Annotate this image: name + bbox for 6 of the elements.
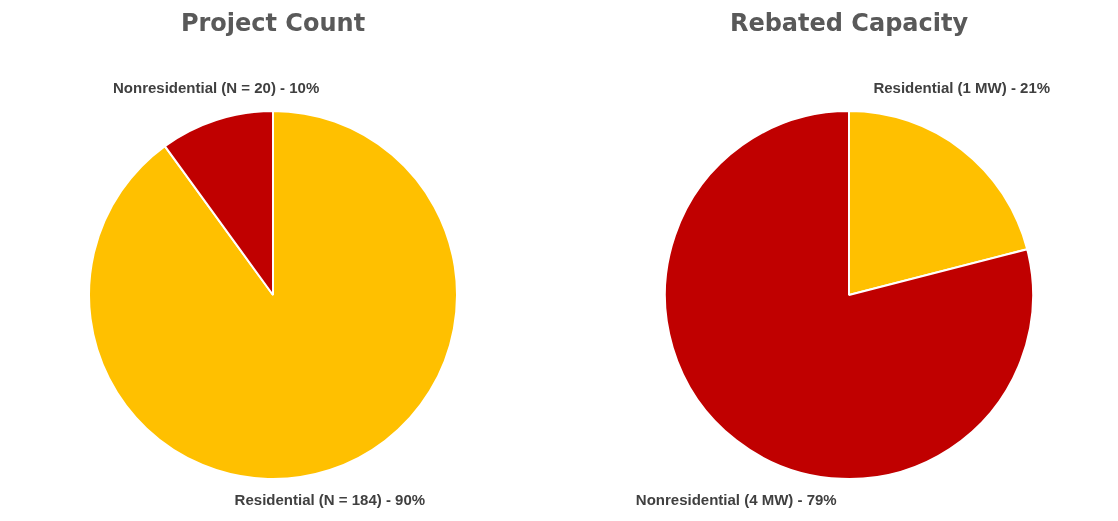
chart-title: Rebated Capacity (729, 9, 969, 38)
slice-label: Nonresidential (4 MW) - 79% (635, 491, 837, 509)
slice-label: Residential (N = 184) - 90% (234, 491, 426, 509)
chart-title: Project Count (180, 9, 366, 38)
slice-label: Nonresidential (N = 20) - 10% (112, 79, 320, 97)
slice-label: Residential (1 MW) - 21% (873, 79, 1051, 97)
